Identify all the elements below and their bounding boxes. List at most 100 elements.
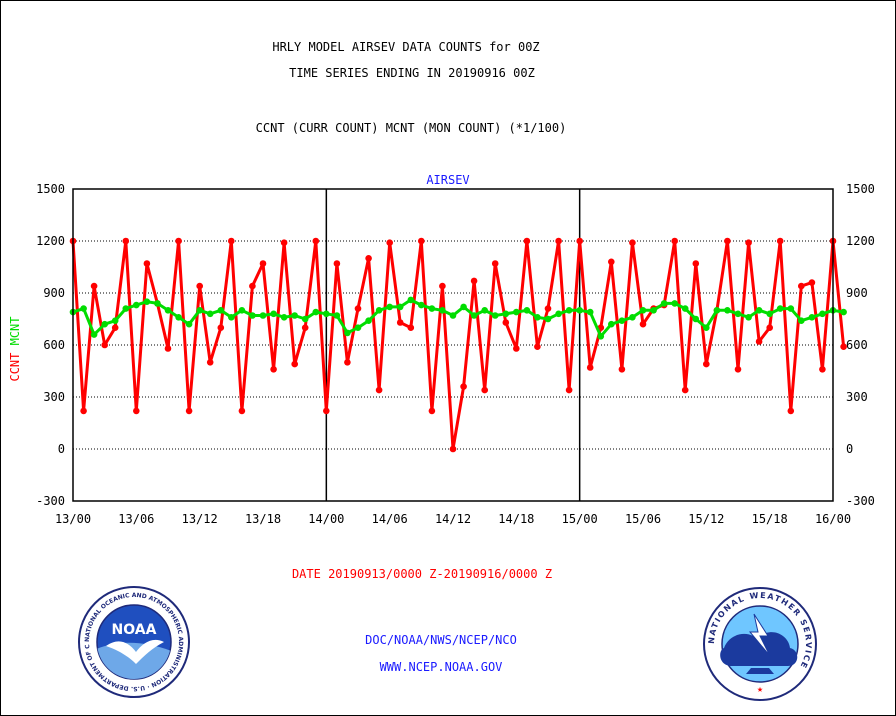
ccnt-point [365,254,372,262]
mcnt-point [164,307,172,314]
ccnt-point [133,407,140,415]
mcnt-point [354,324,362,332]
ccnt-point [745,239,752,246]
mcnt-point [597,333,605,340]
mcnt-point [428,305,436,312]
org-line: DOC/NOAA/NWS/NCEP/NCO [365,633,517,647]
noaa-logo: NOAA NATIONAL OCEANIC AND ATMOSPHERIC AD… [78,586,190,698]
ccnt-point [301,324,309,332]
ccnt-point [428,407,436,415]
mcnt-point [270,310,277,318]
ccnt-point [808,279,816,286]
mcnt-point [639,307,647,314]
ccnt-point [333,260,341,267]
svg-text:CCNT MCNT: CCNT MCNT [8,316,22,381]
mcnt-point [185,320,193,328]
y-tick-label-left: 1500 [36,182,65,196]
ccnt-point [481,386,489,394]
x-tick-label: 14/00 [308,512,344,526]
chart-title-line1: HRLY MODEL AIRSEV DATA COUNTS for 00Z [272,40,539,54]
ccnt-point [544,305,552,312]
ccnt-point [259,260,267,267]
mcnt-point [111,317,119,325]
mcnt-point [776,305,784,312]
ccnt-point [565,386,573,394]
y-tick-label-right: 0 [846,442,853,456]
mcnt-point [808,314,816,321]
y-tick-label-left: 300 [43,390,65,404]
mcnt-point [534,314,541,321]
mcnt-point [565,307,573,314]
mcnt-point [481,307,489,314]
y-tick-label-right: -300 [846,494,875,508]
mcnt-point [396,303,404,311]
y-tick-label-left: 600 [43,338,65,352]
ccnt-point [555,237,562,245]
mcnt-point [196,307,203,314]
ccnt-point [90,282,98,290]
x-tick-label: 15/12 [688,512,724,526]
y-tick-label-left: -300 [36,494,65,508]
ccnt-point [681,386,689,394]
mcnt-point [375,307,383,314]
ccnt-point [323,407,330,415]
ccnt-point [354,305,362,312]
mcnt-point [766,310,773,318]
ccnt-point [386,239,394,246]
mcnt-point [280,314,288,321]
mcnt-point [502,310,510,318]
mcnt-point [407,296,415,304]
ccnt-point [80,407,87,415]
ccnt-line [71,239,846,451]
ccnt-point [703,360,710,368]
mcnt-point [713,307,721,314]
ccnt-point [755,338,763,345]
ccnt-point [766,324,773,332]
noaa-logo-text: NOAA [112,622,157,638]
chart-title-line2: TIME SERIES ENDING IN 20190916 00Z [289,66,535,80]
ccnt-point [175,237,182,245]
mcnt-point [90,331,98,338]
mcnt-point [724,307,731,314]
ccnt-point [291,360,299,368]
y-tick-labels: -300 -300 0 0 300 300 600 600 900 900 1200 1200 1500… [36,182,875,508]
mcnt-point [301,315,309,323]
y-axis-label: CCNT MCNT [8,316,22,381]
ccnt-point [280,239,288,246]
mcnt-point [576,307,583,314]
x-tick-label: 16/00 [815,512,851,526]
ccnt-point [449,445,457,453]
ccnt-point [576,237,583,245]
ccnt-point [238,407,246,415]
mcnt-point [312,308,320,316]
ccnt-point [185,407,193,415]
ccnt-point [502,319,510,326]
ccnt-point [418,237,425,245]
ccnt-point [819,366,826,373]
chart-subtitle: CCNT (CURR COUNT) MCNT (MON COUNT) (*1/1… [256,121,567,135]
ccnt-point [798,282,805,290]
mcnt-point [217,307,225,314]
mcnt-point [143,298,151,306]
mcnt-point [513,308,520,316]
mcnt-point [249,312,256,319]
ccnt-point [776,237,784,245]
ccnt-point [534,343,541,351]
mcnt-point [323,310,330,318]
ccnt-point [101,341,108,349]
mcnt-point [333,312,341,319]
mcnt-point [175,314,182,321]
x-tick-label: 13/12 [182,512,218,526]
x-tick-label: 15/06 [625,512,661,526]
ccnt-point [523,237,531,245]
mcnt-point [798,317,805,325]
mcnt-point [439,307,446,314]
mcnt-point [238,307,246,314]
mcnt-point [618,317,626,325]
mcnt-point [787,305,795,312]
mcnt-point [228,314,235,321]
mcnt-point [80,305,87,312]
y-axis-label-mcnt: MCNT [8,316,22,345]
ccnt-point [692,260,700,267]
date-range: DATE 20190913/0000 Z-20190916/0000 Z [292,567,552,581]
